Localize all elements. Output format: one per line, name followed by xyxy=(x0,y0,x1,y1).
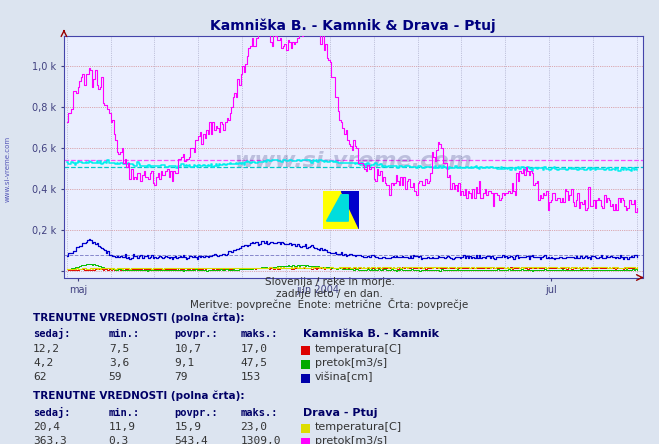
Text: 23,0: 23,0 xyxy=(241,422,268,432)
Text: sedaj:: sedaj: xyxy=(33,407,71,418)
Text: povpr.:: povpr.: xyxy=(175,329,218,340)
Text: 153: 153 xyxy=(241,372,261,382)
Text: Kamniška B. - Kamnik: Kamniška B. - Kamnik xyxy=(303,329,439,340)
Text: višina[cm]: višina[cm] xyxy=(315,372,374,382)
Text: Meritve: povprečne  Enote: metrične  Črta: povprečje: Meritve: povprečne Enote: metrične Črta:… xyxy=(190,298,469,310)
Text: 47,5: 47,5 xyxy=(241,358,268,368)
Text: 7,5: 7,5 xyxy=(109,344,129,354)
Text: temperatura[C]: temperatura[C] xyxy=(315,344,402,354)
Text: min.:: min.: xyxy=(109,408,140,418)
Text: TRENUTNE VREDNOSTI (polna črta):: TRENUTNE VREDNOSTI (polna črta): xyxy=(33,390,244,401)
Text: www.si-vreme.com: www.si-vreme.com xyxy=(5,136,11,202)
Text: 79: 79 xyxy=(175,372,188,382)
Text: 3,6: 3,6 xyxy=(109,358,129,368)
Text: 4,2: 4,2 xyxy=(33,358,53,368)
Text: Slovenija / reke in morje.: Slovenija / reke in morje. xyxy=(264,277,395,287)
Text: 20,4: 20,4 xyxy=(33,422,60,432)
Text: 17,0: 17,0 xyxy=(241,344,268,354)
Text: min.:: min.: xyxy=(109,329,140,340)
Text: TRENUTNE VREDNOSTI (polna črta):: TRENUTNE VREDNOSTI (polna črta): xyxy=(33,312,244,323)
Title: Kamniška B. - Kamnik & Drava - Ptuj: Kamniška B. - Kamnik & Drava - Ptuj xyxy=(210,19,496,33)
Text: maks.:: maks.: xyxy=(241,408,278,418)
Text: temperatura[C]: temperatura[C] xyxy=(315,422,402,432)
Polygon shape xyxy=(327,195,348,221)
Text: 0,3: 0,3 xyxy=(109,436,129,444)
Text: 1309,0: 1309,0 xyxy=(241,436,281,444)
Text: maks.:: maks.: xyxy=(241,329,278,340)
Text: 12,2: 12,2 xyxy=(33,344,60,354)
Text: povpr.:: povpr.: xyxy=(175,408,218,418)
Text: 543,4: 543,4 xyxy=(175,436,208,444)
Text: www.si-vreme.com: www.si-vreme.com xyxy=(235,151,472,171)
Polygon shape xyxy=(341,191,359,229)
Text: Drava - Ptuj: Drava - Ptuj xyxy=(303,408,378,418)
Text: 15,9: 15,9 xyxy=(175,422,202,432)
Text: 11,9: 11,9 xyxy=(109,422,136,432)
Text: 363,3: 363,3 xyxy=(33,436,67,444)
Text: 9,1: 9,1 xyxy=(175,358,195,368)
Text: zadnje leto / en dan.: zadnje leto / en dan. xyxy=(276,289,383,299)
Text: sedaj:: sedaj: xyxy=(33,329,71,340)
Polygon shape xyxy=(323,191,359,229)
Text: 10,7: 10,7 xyxy=(175,344,202,354)
Text: pretok[m3/s]: pretok[m3/s] xyxy=(315,436,387,444)
Text: pretok[m3/s]: pretok[m3/s] xyxy=(315,358,387,368)
Text: 59: 59 xyxy=(109,372,122,382)
Text: 62: 62 xyxy=(33,372,46,382)
